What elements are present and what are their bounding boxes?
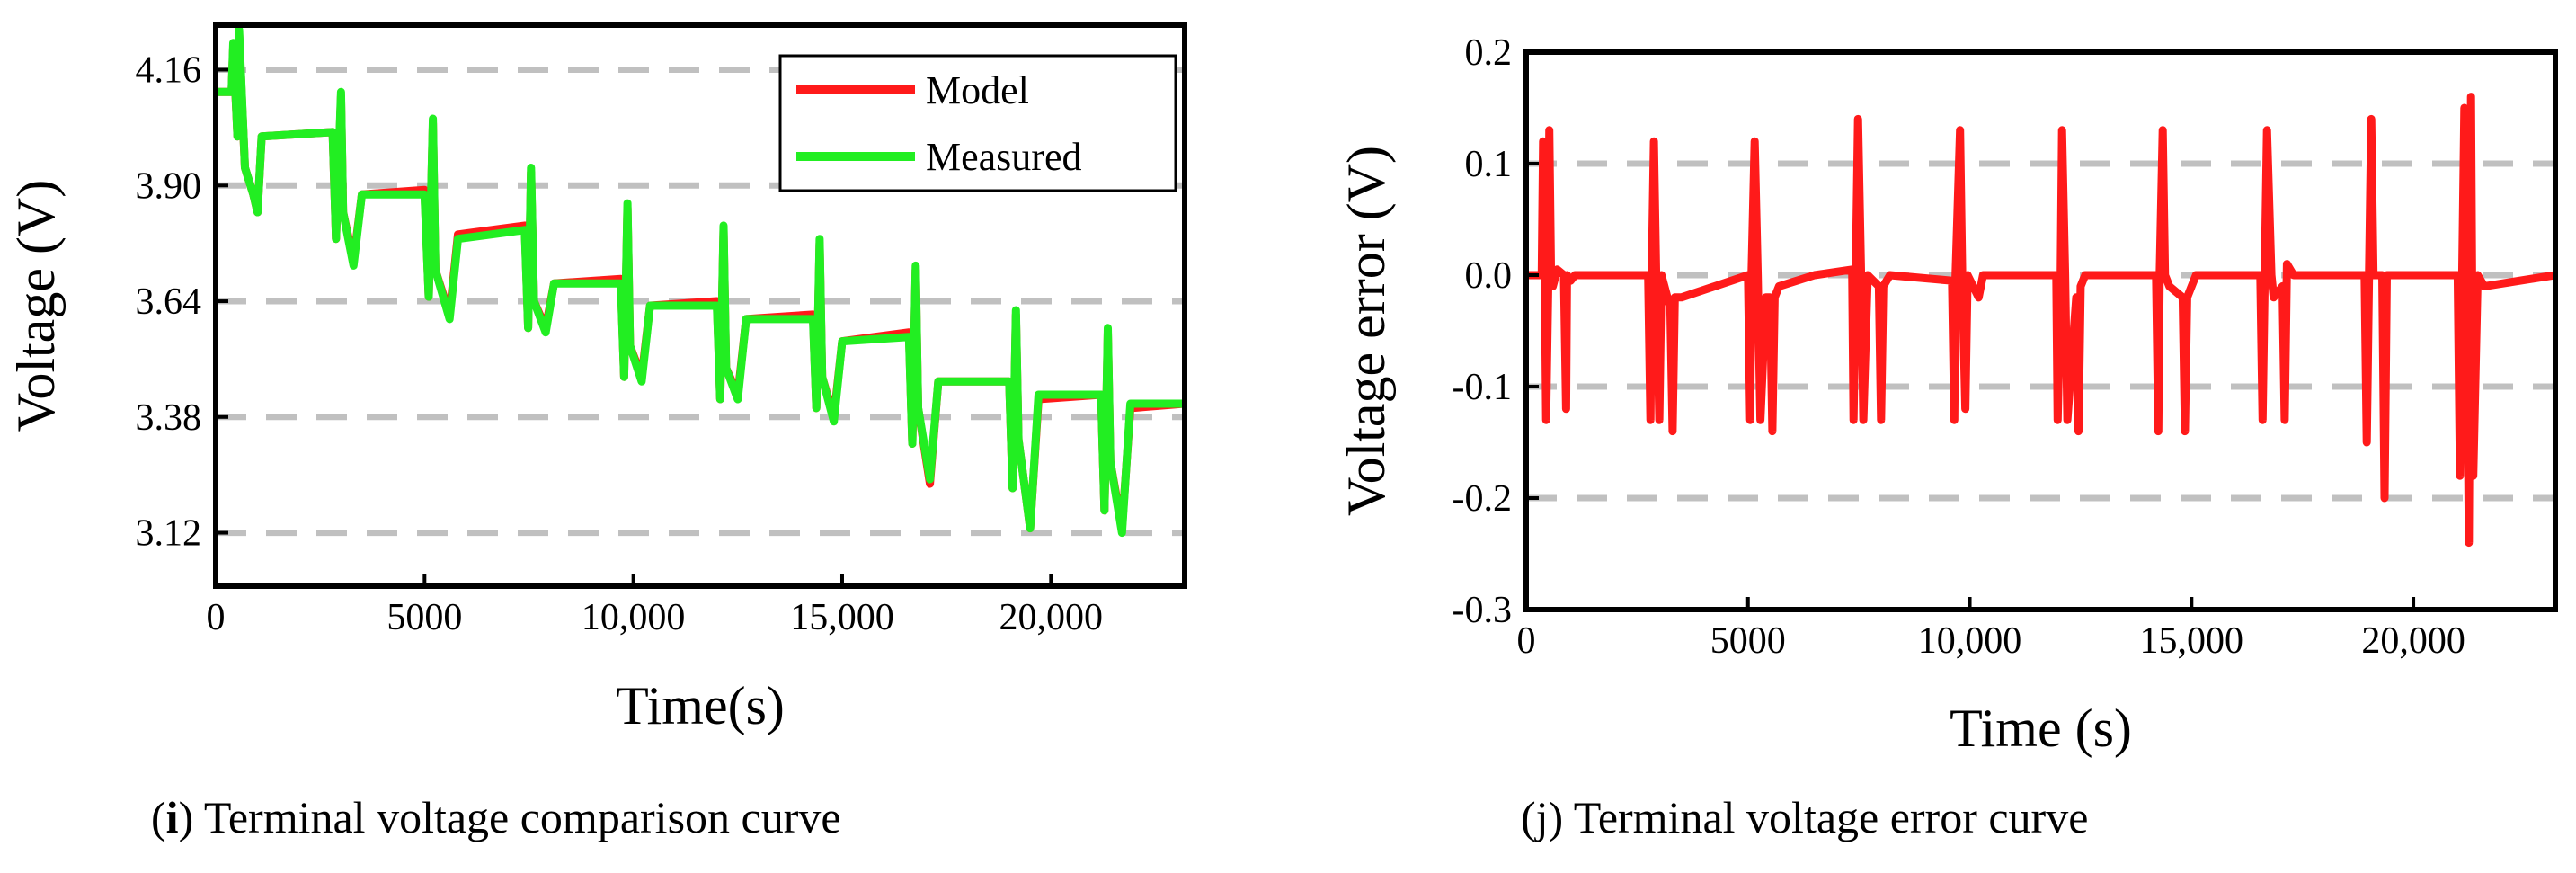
left-x-axis-title: Time(s) [616,676,785,735]
right-plot-frame [1523,49,2558,612]
caption-left-label: i [165,792,179,842]
left-xtick-label: 10,000 [582,597,686,638]
right-ytick-label: -0.2 [1452,478,1513,520]
right-y-axis-title: Voltage error (V) [1337,146,1396,516]
legend-label-model: Model [926,68,1029,112]
right-series-group [1526,93,2555,548]
right-x-axis-title: Time (s) [1950,699,2132,758]
legend-box [778,54,1177,192]
left-xtick-label: 5000 [386,597,462,638]
left-series-group [216,25,1185,538]
left-xtick-label: 15,000 [790,597,894,638]
right-ytick-label: 0.2 [1465,32,1513,74]
caption-right-text: (j) Terminal voltage error curve [1521,792,2089,842]
right-series-error-line [1526,93,2555,548]
right-ytick-label: 0.0 [1465,255,1513,297]
right-ytick-label: -0.1 [1452,367,1513,408]
right-ytick-label: 0.1 [1465,144,1513,185]
left-y-axis-title: Voltage (V) [6,180,66,432]
left-xtick-label: 0 [207,597,226,638]
left-series-measured-line [216,25,1185,538]
caption-right: (j) Terminal voltage error curve [1521,791,2088,843]
legend-label-measured: Measured [926,135,1082,179]
left-plot-frame [213,22,1187,589]
right-xtick-label: 0 [1517,620,1536,662]
chart-voltage-error: -0.3 -0.2 -0.1 0.0 0.1 0.2 0 5000 10,000 15,000 20… [1337,32,2558,758]
right-ytick-label: -0.3 [1452,590,1513,631]
left-ytick-label: 3.12 [136,513,202,555]
left-ytick-label: 3.38 [136,397,202,439]
left-ytick-label: 4.16 [136,50,202,92]
right-xtick-label: 15,000 [2140,620,2244,662]
left-ytick-label: 3.90 [136,165,202,207]
right-xtick-label: 20,000 [2361,620,2465,662]
caption-left: (i) Terminal voltage comparison curve [151,792,841,842]
caption-left-text: Terminal voltage comparison curve [193,792,841,842]
right-xtick-label: 10,000 [1918,620,2022,662]
chart-voltage-comparison: 3.12 3.38 3.64 3.90 4.16 0 5000 10,000 15,000 20,… [6,22,1187,735]
left-xtick-label: 20,000 [999,597,1104,638]
right-xtick-label: 5000 [1710,620,1786,662]
left-ytick-label: 3.64 [136,281,202,323]
